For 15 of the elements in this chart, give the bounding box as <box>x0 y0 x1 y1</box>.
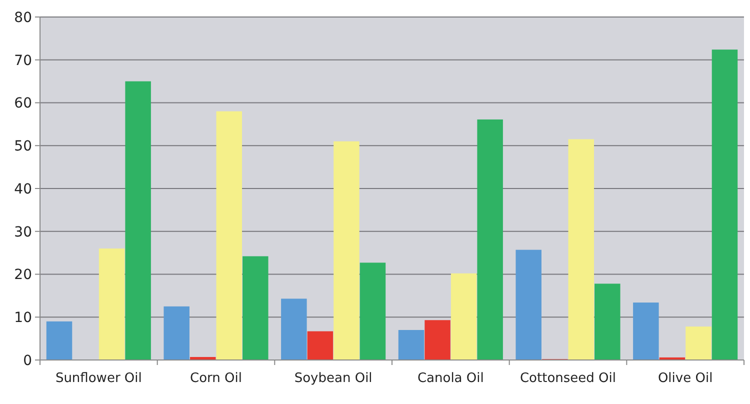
x-tick-label: Sunflower Oil <box>55 371 142 386</box>
x-tick-label: Canola Oil <box>417 371 484 386</box>
y-tick-label: 50 <box>14 138 32 155</box>
y-tick-label: 10 <box>14 310 32 326</box>
y-tick-label: 80 <box>14 10 32 26</box>
y-tick-label: 0 <box>23 352 32 369</box>
x-tick-label: Olive Oil <box>658 371 713 386</box>
y-tick-label: 70 <box>14 52 32 69</box>
x-tick-label: Corn Oil <box>190 371 242 386</box>
x-tick-label: Cottonseed Oil <box>520 371 616 386</box>
y-tick-label: 40 <box>14 181 32 198</box>
y-tick-label: 30 <box>14 224 32 240</box>
y-tick-label: 60 <box>14 96 32 112</box>
y-tick-label: 20 <box>14 267 32 284</box>
x-tick-label: Soybean Oil <box>294 371 372 386</box>
